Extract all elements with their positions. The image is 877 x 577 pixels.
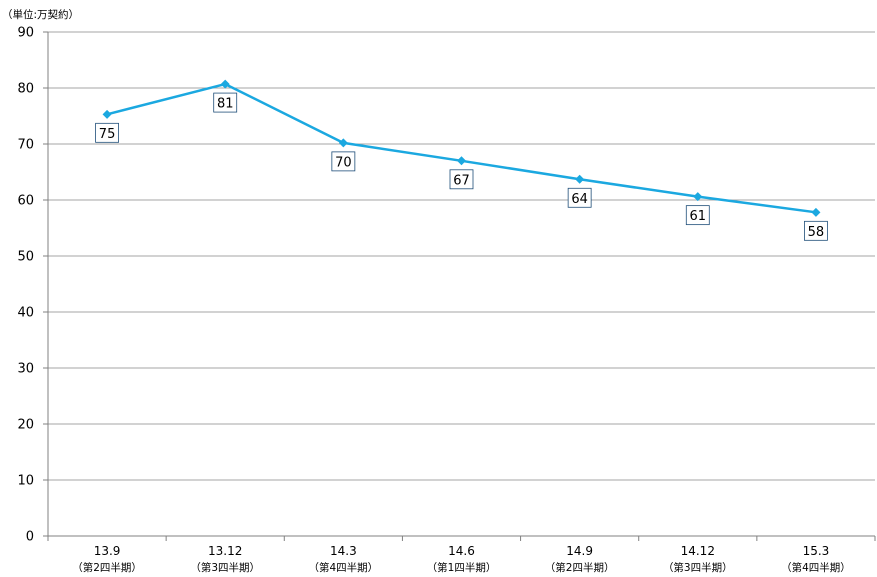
data-point: [457, 156, 466, 166]
x-tick-sublabel: （第3四半期）: [190, 561, 260, 574]
data-label-box: [685, 205, 710, 226]
data-label: 81: [217, 97, 234, 112]
data-label-box: [804, 220, 828, 241]
x-tick-label: 14.6: [448, 544, 475, 558]
data-labels: 75 81 70 67 64 61 58: [95, 92, 828, 241]
series-markers: [102, 79, 821, 217]
data-label-box: [331, 151, 356, 172]
data-point: [102, 109, 112, 119]
x-tick-sublabel: （第3四半期）: [663, 561, 733, 574]
x-tick-sublabel: （第4四半期）: [309, 561, 379, 574]
y-tick-label: 50: [17, 250, 34, 265]
x-tick-sublabel: （第1四半期）: [427, 561, 497, 574]
data-label-box: [567, 187, 592, 208]
data-label-box: [95, 122, 119, 143]
data-point: [693, 192, 703, 202]
y-tick-label: 20: [17, 418, 34, 433]
y-tick-label: 10: [17, 474, 34, 489]
x-tick-label: 14.12: [681, 544, 715, 558]
x-tick-label: 13.12: [208, 544, 242, 558]
data-label: 58: [808, 225, 825, 240]
y-tick-label: 40: [17, 306, 34, 321]
y-tick-label: 60: [17, 194, 34, 209]
x-tick-label: 14.3: [330, 544, 357, 558]
y-tick-label: 80: [17, 82, 34, 97]
data-label: 64: [571, 192, 588, 207]
data-point: [338, 138, 348, 148]
x-axis-tick-labels: 13.9 （第2四半期） 13.12 （第3四半期） 14.3 （第4四半期） 14.6 （第…: [72, 544, 851, 574]
data-label: 67: [453, 173, 470, 188]
data-point: [811, 207, 821, 217]
y-tick-label: 90: [17, 26, 34, 41]
x-tick-label: 13.9: [94, 544, 121, 558]
x-tick-sublabel: （第2四半期）: [72, 561, 142, 574]
y-tick-label: 30: [17, 362, 34, 377]
x-tick-sublabel: （第4四半期）: [781, 561, 851, 574]
data-label-box: [449, 169, 474, 190]
x-tick-label: 14.9: [566, 544, 593, 558]
x-tick-sublabel: （第2四半期）: [545, 561, 615, 574]
y-tick-label: 0: [26, 530, 34, 545]
y-tick-label: 70: [17, 138, 34, 153]
data-label-box: [213, 92, 238, 113]
x-tick-label: 15.3: [803, 544, 830, 558]
data-label: 61: [690, 209, 707, 224]
y-axis-tick-labels: 0 10 20 30 40 50 60 70 80 90: [17, 26, 34, 545]
unit-label: （単位:万契約）: [2, 8, 79, 21]
data-point: [575, 174, 585, 184]
data-point: [220, 79, 230, 89]
gridlines: [48, 31, 875, 481]
data-label: 70: [335, 155, 352, 170]
axes: [43, 31, 876, 541]
data-label: 75: [99, 127, 116, 142]
